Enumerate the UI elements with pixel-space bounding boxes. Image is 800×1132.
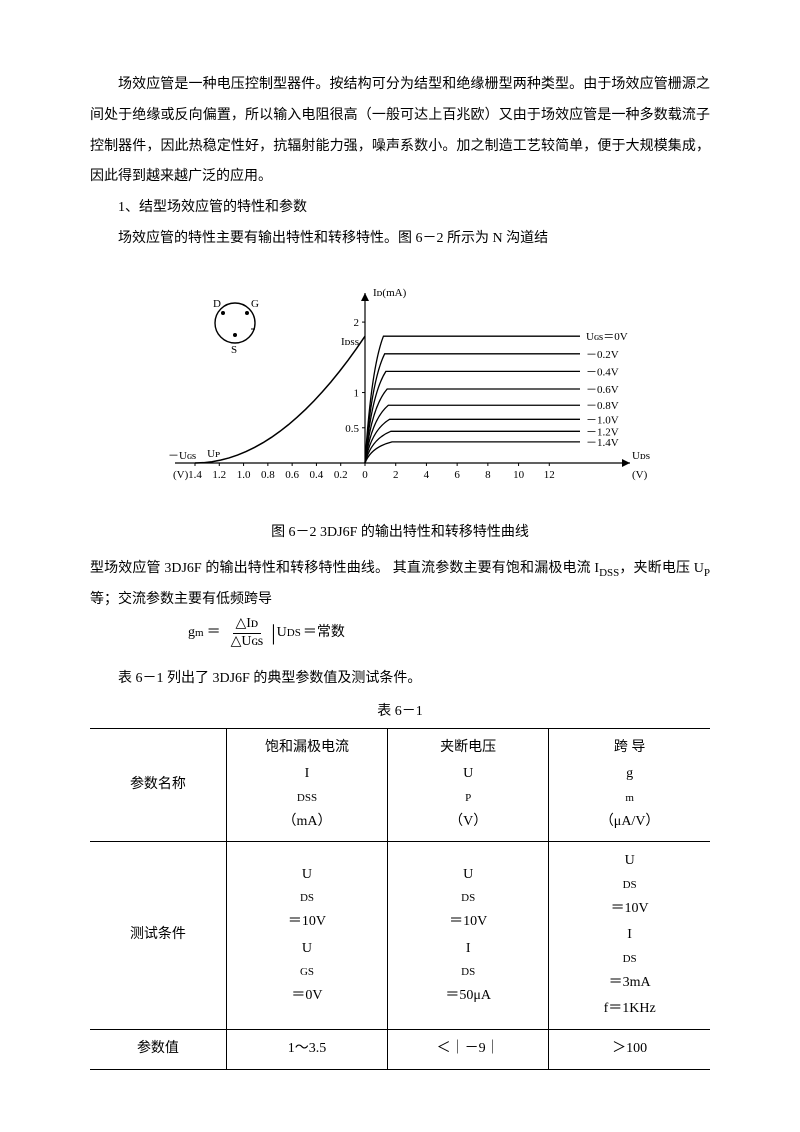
svg-text:10: 10 bbox=[513, 469, 525, 481]
table-row: 参数值 1～3.5 ＜｜－9｜ ＞100 bbox=[90, 1029, 710, 1069]
svg-text:2: 2 bbox=[393, 469, 399, 481]
section-heading: 1、结型场效应管的特性和参数 bbox=[90, 193, 710, 224]
paragraph-intro: 场效应管是一种电压控制型器件。按结构可分为结型和绝缘栅型两种类型。由于场效应管栅… bbox=[90, 70, 710, 193]
svg-text:1: 1 bbox=[354, 387, 360, 399]
svg-text:0.5: 0.5 bbox=[345, 423, 359, 435]
figure-6-2: Iᴅ(mA)0.512Iᴅss1.41.21.00.80.60.40.20246… bbox=[90, 273, 710, 544]
figure-caption: 图 6－2 3DJ6F 的输出特性和转移特性曲线 bbox=[90, 522, 710, 544]
svg-text:Uᴅs: Uᴅs bbox=[632, 450, 650, 462]
svg-text:4: 4 bbox=[424, 469, 430, 481]
svg-text:Uɢs＝0V: Uɢs＝0V bbox=[586, 331, 628, 343]
svg-text:1.0: 1.0 bbox=[237, 469, 251, 481]
svg-text:0.8: 0.8 bbox=[261, 469, 275, 481]
param-table: 参数名称 饱和漏极电流 IDSS（mA） 夹断电压 UP（V） 跨 导 gm（μ… bbox=[90, 728, 710, 1070]
svg-text:6: 6 bbox=[454, 469, 460, 481]
fig-svg: Iᴅ(mA)0.512Iᴅss1.41.21.00.80.60.40.20246… bbox=[140, 273, 660, 503]
svg-text:S: S bbox=[231, 344, 237, 356]
svg-text:0.2: 0.2 bbox=[334, 469, 348, 481]
svg-text:－1.0V: －1.0V bbox=[586, 414, 619, 426]
paragraph-after-fig: 型场效应管 3DJ6F 的输出特性和转移特性曲线。 其直流参数主要有饱和漏极电流… bbox=[90, 554, 710, 616]
svg-text:8: 8 bbox=[485, 469, 491, 481]
svg-text:(V): (V) bbox=[173, 469, 189, 481]
svg-text:－Uɢs: －Uɢs bbox=[168, 450, 196, 462]
paragraph-lead: 场效应管的特性主要有输出特性和转移特性。图 6－2 所示为 N 沟道结 bbox=[90, 224, 710, 255]
svg-text:－1.4V: －1.4V bbox=[586, 437, 619, 449]
svg-text:－0.2V: －0.2V bbox=[586, 349, 619, 361]
svg-text:Iᴅ(mA): Iᴅ(mA) bbox=[373, 287, 407, 299]
svg-text:0: 0 bbox=[362, 469, 368, 481]
svg-text:1.4: 1.4 bbox=[188, 469, 202, 481]
svg-text:－0.8V: －0.8V bbox=[586, 400, 619, 412]
svg-text:－0.4V: －0.4V bbox=[586, 366, 619, 378]
table-title: 表 6－1 bbox=[90, 701, 710, 723]
svg-text:Uᴘ: Uᴘ bbox=[207, 448, 220, 460]
svg-text:1.2: 1.2 bbox=[212, 469, 226, 481]
svg-text:－0.6V: －0.6V bbox=[586, 384, 619, 396]
svg-text:D: D bbox=[213, 298, 221, 310]
formula-gm: gm ＝ △Iᴅ △Uɢs | UDS ＝常数 bbox=[188, 616, 710, 651]
svg-text:G: G bbox=[251, 298, 259, 310]
svg-text:0.4: 0.4 bbox=[310, 469, 324, 481]
table-row: 参数名称 饱和漏极电流 IDSS（mA） 夹断电压 UP（V） 跨 导 gm（μ… bbox=[90, 728, 710, 842]
svg-text:Iᴅss: Iᴅss bbox=[341, 336, 359, 348]
paragraph-table-lead: 表 6－1 列出了 3DJ6F 的典型参数值及测试条件。 bbox=[90, 664, 710, 695]
svg-text:2: 2 bbox=[354, 317, 360, 329]
table-row: 测试条件 UDS＝10V UGS＝0V UDS＝10V IDS＝50μA UDS… bbox=[90, 842, 710, 1030]
svg-text:12: 12 bbox=[544, 469, 555, 481]
svg-text:(V): (V) bbox=[632, 469, 648, 481]
svg-text:0.6: 0.6 bbox=[285, 469, 299, 481]
